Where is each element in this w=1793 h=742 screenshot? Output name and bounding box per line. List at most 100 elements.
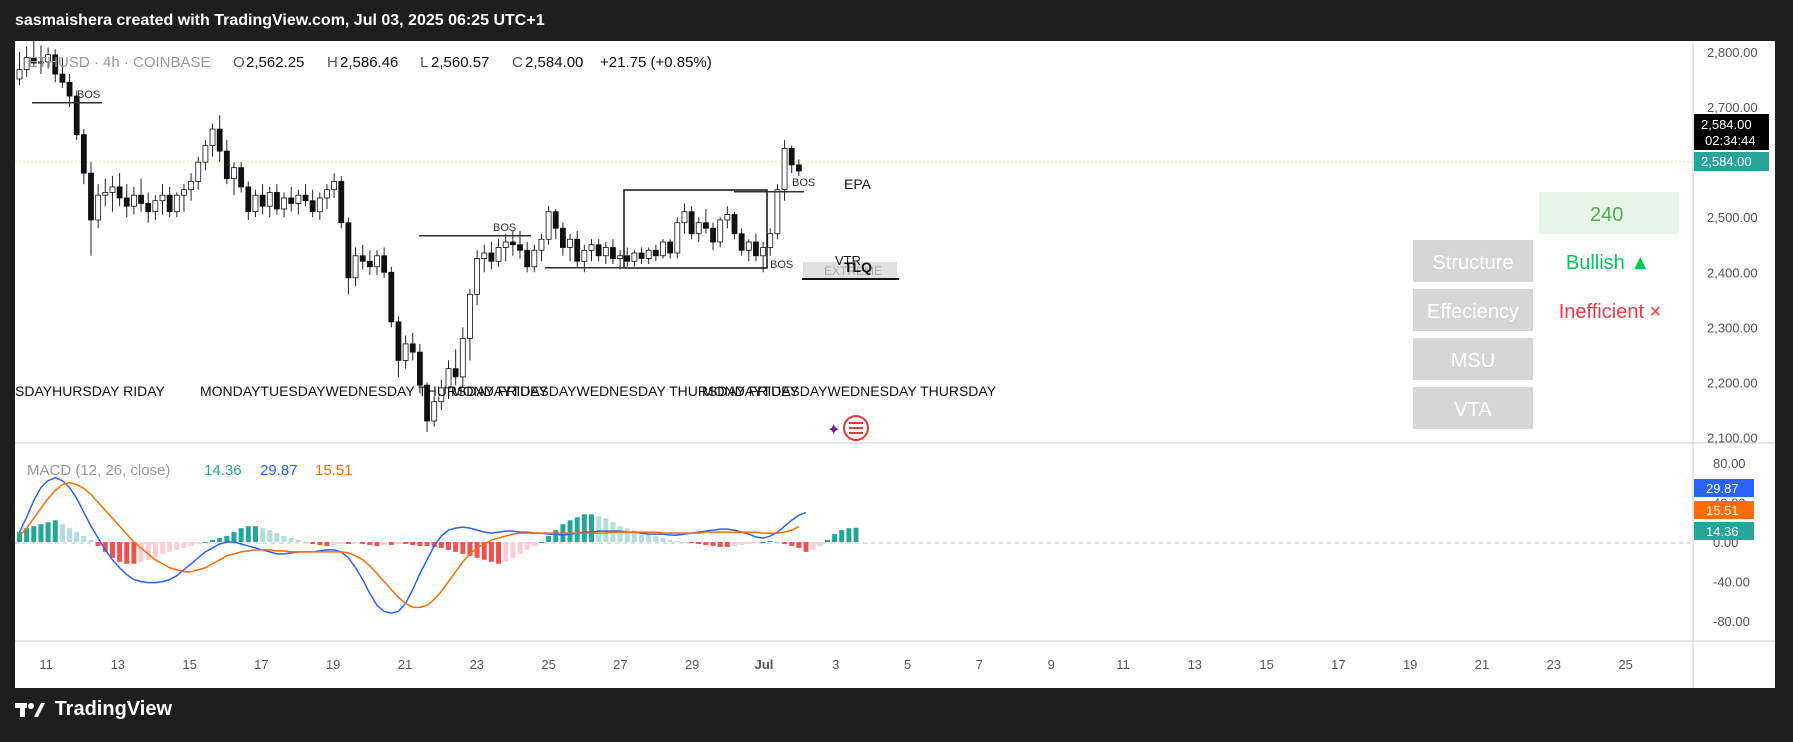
candle	[259, 184, 266, 215]
candle	[374, 250, 380, 276]
chart-area[interactable]: 2,800.002,700.002,600.002,500.002,400.00…	[15, 41, 1775, 688]
macd-hist-bar	[817, 542, 823, 546]
candle	[531, 244, 538, 273]
macd-hist-bar	[331, 542, 337, 545]
candle	[416, 343, 423, 394]
last-price-2: 2,584.00	[1701, 154, 1752, 169]
price-axis[interactable]: 2,800.002,700.002,600.002,500.002,400.00…	[1707, 45, 1758, 445]
macd-hist-bar	[696, 542, 702, 544]
candle	[209, 123, 216, 157]
candle	[652, 244, 659, 262]
macd-hist-bar	[95, 542, 101, 546]
table-header-value: 240	[1590, 204, 1623, 226]
macd-hist-bar	[581, 514, 587, 542]
bos-line-2	[419, 235, 531, 237]
candle	[288, 186, 295, 212]
countdown: 02:34:44	[1705, 133, 1756, 148]
candle	[352, 247, 359, 287]
macd-hist-bar	[796, 542, 802, 548]
chart-svg[interactable]: 2,800.002,700.002,600.002,500.002,400.00…	[15, 41, 1775, 688]
macd-hist-bar	[753, 542, 759, 543]
macd-hist-bar	[674, 541, 680, 543]
macd-hist-bar	[374, 542, 380, 546]
table-label-cell-3	[1413, 387, 1533, 429]
candle	[281, 192, 287, 218]
macd-hist-bar	[460, 542, 466, 554]
candle	[538, 233, 545, 262]
macd-hist-bar	[403, 542, 409, 544]
candle	[602, 242, 609, 265]
candle	[467, 288, 473, 361]
candle	[574, 230, 581, 267]
candle	[331, 173, 338, 198]
tlq-line	[802, 278, 899, 280]
macd-hist-bar	[438, 542, 444, 548]
time-axis[interactable]: 11 13 15 17 19 21 23 25 27 29 Jul 3 5 7 9 11 13 15 17 19 21 2…	[39, 657, 1633, 672]
macd-hist-bar	[767, 541, 773, 543]
macd-hist-bar	[724, 542, 730, 547]
macd-hist-bar	[689, 542, 695, 543]
candle	[345, 217, 352, 295]
candle	[588, 239, 595, 262]
macd-hist-bar	[17, 532, 22, 542]
macd-hist-bar	[824, 540, 830, 542]
macd-hist-bar	[81, 536, 87, 542]
candle	[788, 145, 795, 174]
candle	[95, 184, 102, 229]
candle	[173, 192, 180, 218]
macd-hist-bar	[474, 542, 480, 558]
time-tick: 13	[111, 657, 125, 672]
macd-hist-bar	[717, 542, 723, 547]
price-tick: 2,800.00	[1707, 45, 1758, 60]
candle	[30, 41, 37, 66]
last-price-badge	[1694, 114, 1769, 150]
candle	[724, 206, 731, 229]
macd-hist-bar	[617, 526, 623, 542]
epa-label: EPA	[844, 176, 872, 192]
candle	[316, 192, 323, 220]
time-tick: 17	[254, 657, 268, 672]
macd-hist-bar	[24, 528, 30, 542]
day-label-3: MONDAYTUESDAYWEDNESDAY THURSDAY FRIDAY	[451, 383, 800, 399]
macd-hist-bar	[131, 542, 137, 564]
macd-hist-bar	[710, 542, 716, 546]
us-flag-stripe-1	[849, 422, 863, 424]
time-tick: 27	[613, 657, 627, 672]
macd-hist-bar	[574, 517, 580, 542]
macd-hist-bar	[231, 532, 237, 542]
macd-hist-bar	[774, 542, 780, 543]
macd-hist-bar	[345, 542, 351, 544]
table-value-1: Inefficient ×	[1559, 301, 1661, 323]
candle	[366, 250, 373, 276]
table-label-1: Effeciency	[1427, 301, 1519, 323]
macd-hist-bar	[503, 542, 509, 562]
sparkle-icon[interactable]: ✦	[827, 420, 840, 439]
legend-symbol[interactable]: ETHUSD · 4h · COINBASE	[28, 54, 211, 71]
time-tick: 15	[182, 657, 196, 672]
macd-title[interactable]: MACD (12, 26, close)	[27, 462, 170, 479]
macd-hist-bar	[181, 542, 187, 548]
macd-hist-bar	[488, 542, 494, 562]
candle	[645, 247, 652, 265]
time-tick: 21	[1475, 657, 1489, 672]
candle	[45, 47, 52, 69]
extreme-zone	[803, 262, 897, 278]
price-tick: 2,700.00	[1707, 100, 1758, 115]
candle	[509, 230, 516, 256]
macd-hist-bar	[109, 542, 115, 558]
macd-hist-bar	[202, 542, 208, 543]
macd-signal-value: 15.51	[315, 462, 353, 479]
us-flag-stripe-3	[849, 432, 863, 434]
macd-hist-bar	[317, 542, 323, 545]
time-tick: 19	[1403, 657, 1417, 672]
hist-badge	[1694, 522, 1754, 540]
table-header-cell	[1539, 192, 1679, 234]
macd-hist-bar	[381, 542, 387, 545]
day-label-4: MONDAYTUESDAYWEDNESDAY THURSDAY	[702, 383, 997, 399]
macd-hist-bar	[288, 538, 294, 542]
macd-hist-bar	[324, 542, 330, 546]
legend-close: 2,584.00	[525, 54, 583, 71]
last-price: 2,584.00	[1701, 117, 1752, 132]
macd-hist-bar	[238, 528, 244, 542]
macd-hist-bar	[88, 540, 94, 542]
